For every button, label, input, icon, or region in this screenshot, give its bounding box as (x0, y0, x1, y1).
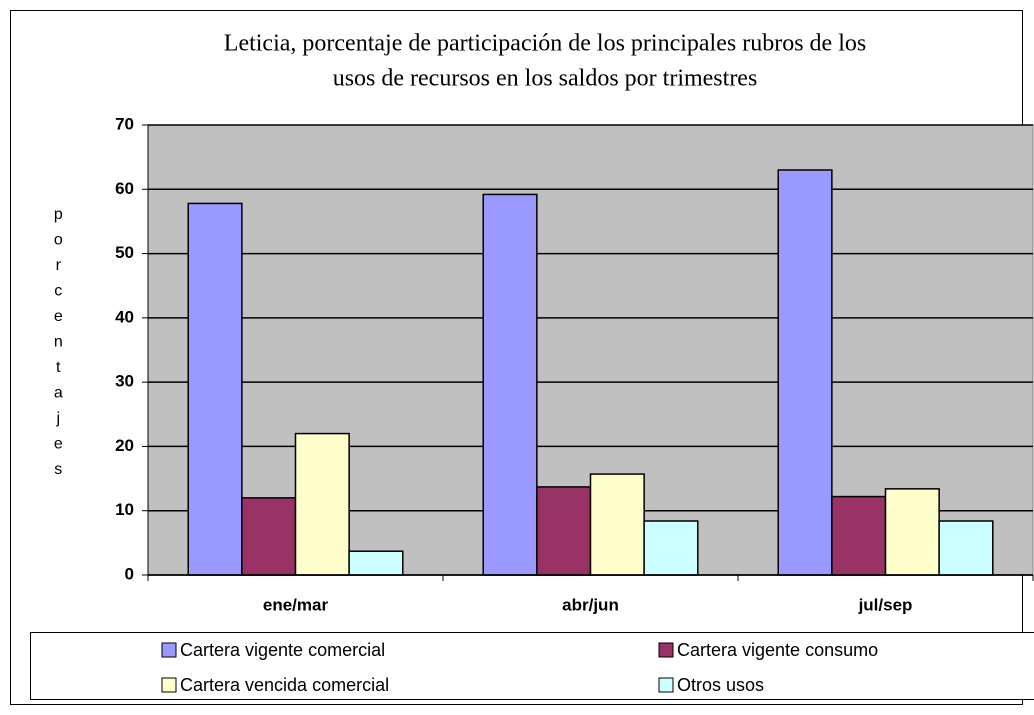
y-axis-label: porcentajes (50, 206, 67, 487)
bar (482, 193, 538, 576)
legend-swatch (161, 642, 177, 658)
y-tick-label: 20 (115, 436, 134, 455)
x-tick-label: ene/mar (263, 595, 329, 614)
bar (831, 495, 887, 576)
y-tick-label: 0 (125, 564, 134, 583)
legend-swatch (658, 677, 674, 693)
bar (187, 202, 243, 576)
bar (348, 550, 404, 576)
chart-title: usos de recursos en los saldos por trime… (333, 66, 758, 92)
y-tick-label: 30 (115, 372, 134, 391)
y-tick-label: 70 (115, 114, 134, 133)
legend (30, 632, 1034, 700)
legend-label: Cartera vigente consumo (677, 640, 878, 660)
y-tick-label: 10 (115, 500, 134, 519)
bar (938, 520, 994, 576)
bar (884, 488, 940, 576)
legend-swatch (161, 677, 177, 693)
y-tick-label: 50 (115, 243, 134, 262)
bar (294, 432, 350, 576)
bar (536, 486, 592, 576)
legend-swatch (658, 642, 674, 658)
legend-label: Otros usos (677, 675, 764, 695)
chart-title: Leticia, porcentaje de participación de … (224, 31, 866, 57)
y-tick-label: 40 (115, 307, 134, 326)
bar (643, 520, 699, 576)
legend-label: Cartera vencida comercial (180, 675, 389, 695)
bar (589, 473, 645, 576)
y-tick-label: 60 (115, 179, 134, 198)
x-tick-label: abr/jun (562, 595, 619, 614)
x-tick-label: jul/sep (858, 595, 913, 614)
legend-label: Cartera vigente comercial (180, 640, 385, 660)
bar (241, 497, 297, 576)
bar (777, 169, 833, 576)
